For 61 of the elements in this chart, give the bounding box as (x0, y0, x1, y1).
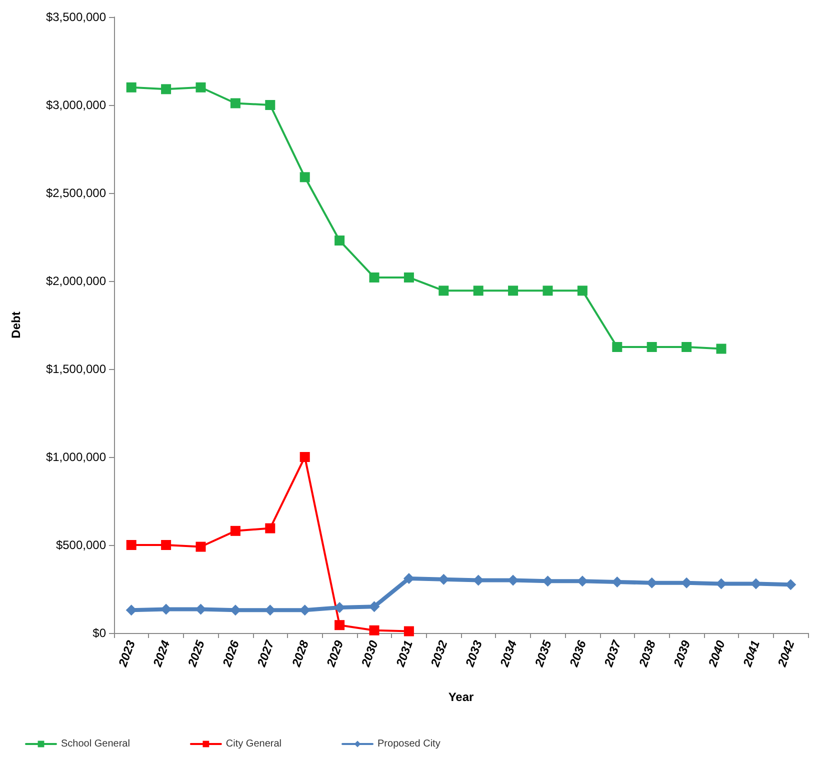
point (334, 620, 345, 630)
x-tick-label: 2042 (774, 638, 798, 670)
x-tick-label: 2024 (150, 638, 173, 670)
point (473, 286, 484, 296)
y-axis-title: Debt (9, 312, 23, 338)
x-tick-label: 2031 (392, 638, 416, 670)
x-tick-label: 2034 (497, 638, 520, 670)
point (230, 98, 240, 108)
x-tick-label: 2023 (115, 638, 138, 670)
x-tick-label: 2027 (254, 637, 278, 670)
x-tick-label: 2032 (428, 638, 450, 670)
y-tick-label: $1,000,000 (46, 450, 106, 464)
point (404, 626, 414, 636)
point (508, 286, 518, 296)
point (196, 82, 206, 92)
legend-label: City General (226, 738, 282, 750)
point (438, 286, 449, 296)
x-tick-label: 2041 (740, 638, 763, 670)
y-tick-label: $0 (92, 626, 106, 640)
x-tick-label: 2028 (288, 638, 312, 670)
point (196, 542, 206, 552)
point (682, 342, 692, 352)
x-tick-label: 2037 (601, 637, 624, 670)
point (126, 82, 136, 92)
point (542, 286, 553, 296)
point (612, 342, 622, 352)
point (265, 523, 276, 534)
point (334, 236, 345, 246)
point (369, 625, 380, 636)
legend-label: Proposed City (378, 738, 440, 750)
point (716, 344, 726, 354)
point (300, 452, 310, 462)
point (646, 342, 657, 352)
y-tick-label: $3,500,000 (46, 10, 106, 24)
point (369, 272, 380, 282)
x-tick-label: 2035 (532, 638, 554, 670)
point (126, 540, 136, 550)
point (230, 526, 240, 536)
y-tick-label: $500,000 (56, 538, 106, 552)
y-tick-label: $3,000,000 (46, 98, 106, 112)
x-tick-label: 2029 (324, 638, 346, 670)
x-tick-label: 2039 (670, 638, 694, 670)
point (161, 84, 172, 94)
x-axis-title: Year (448, 690, 474, 704)
x-tick-label: 2033 (462, 638, 486, 670)
x-tick-label: 2026 (219, 638, 242, 670)
point (403, 572, 414, 584)
point (404, 272, 414, 282)
x-tick-label: 2025 (184, 638, 208, 670)
y-tick-label: $2,000,000 (46, 274, 106, 288)
x-tick-label: 2038 (636, 638, 659, 670)
x-tick-label: 2030 (358, 638, 381, 670)
legend-label: School General (61, 738, 130, 750)
x-tick-label: 2036 (566, 638, 590, 670)
point (161, 540, 172, 550)
point (300, 172, 310, 182)
point (265, 100, 276, 110)
y-tick-label: $2,500,000 (46, 186, 106, 200)
x-tick-label: 2040 (705, 638, 728, 670)
y-tick-label: $1,500,000 (46, 362, 106, 376)
point (577, 286, 588, 296)
